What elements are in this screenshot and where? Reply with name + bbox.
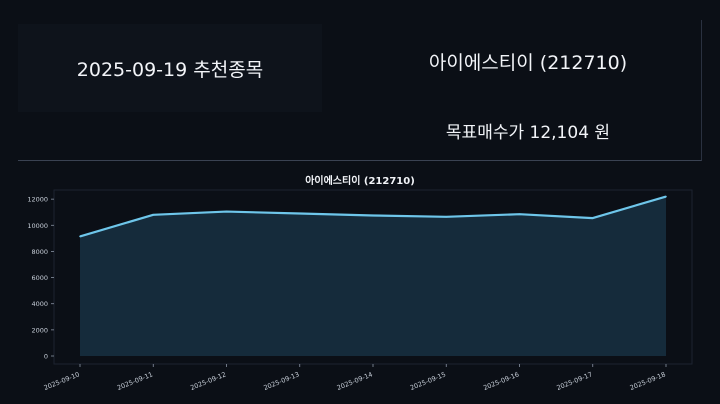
- stock-title: 아이에스티이 (212710): [428, 52, 628, 74]
- y-tick-label: 2000: [31, 326, 48, 334]
- chart-title: 아이에스티이 (212710): [305, 176, 415, 187]
- y-tick-label: 12000: [27, 196, 48, 204]
- data-point: [372, 214, 374, 217]
- x-tick-label: 2025-09-17: [555, 370, 593, 392]
- chart-svg: 0 2000 4000 6000 8000 10000 12000 2025-09-10 202…: [27, 189, 693, 392]
- y-tick-label: 4000: [31, 300, 48, 308]
- data-point: [225, 210, 228, 213]
- x-tick-label: 2025-09-14: [336, 370, 374, 392]
- area-fill: [80, 196, 666, 356]
- data-point: [591, 217, 594, 219]
- summary-panel: 2025-09-19 추천종목 아이에스티이 (212710) 목표매수가 12…: [18, 20, 702, 161]
- data-point: [445, 215, 448, 218]
- target-price: 목표매수가 12,104 원: [445, 123, 611, 143]
- x-tick-label: 2025-09-11: [116, 370, 154, 392]
- x-tick-label: 2025-09-12: [189, 370, 227, 392]
- y-tick-label: 8000: [31, 248, 48, 256]
- data-point: [518, 213, 521, 215]
- y-tick-label: 10000: [27, 222, 48, 230]
- x-tick-label: 2025-09-18: [629, 370, 667, 392]
- data-point: [152, 214, 155, 216]
- x-tick-label: 2025-09-16: [482, 370, 520, 392]
- data-point: [665, 195, 667, 198]
- data-point: [298, 212, 301, 215]
- x-tick-label: 2025-09-15: [409, 370, 447, 392]
- price-chart: 아이에스티이 (212710) 0 2000 4000 6000 8000 10000 12…: [14, 168, 706, 400]
- y-tick-label: 6000: [31, 274, 48, 282]
- recommend-date-title: 2025-09-19 추천종목: [18, 24, 322, 112]
- x-tick-label: 2025-09-10: [43, 370, 81, 392]
- y-tick-label: 0: [44, 353, 48, 361]
- x-tick-label: 2025-09-13: [262, 370, 300, 392]
- data-point: [79, 235, 81, 238]
